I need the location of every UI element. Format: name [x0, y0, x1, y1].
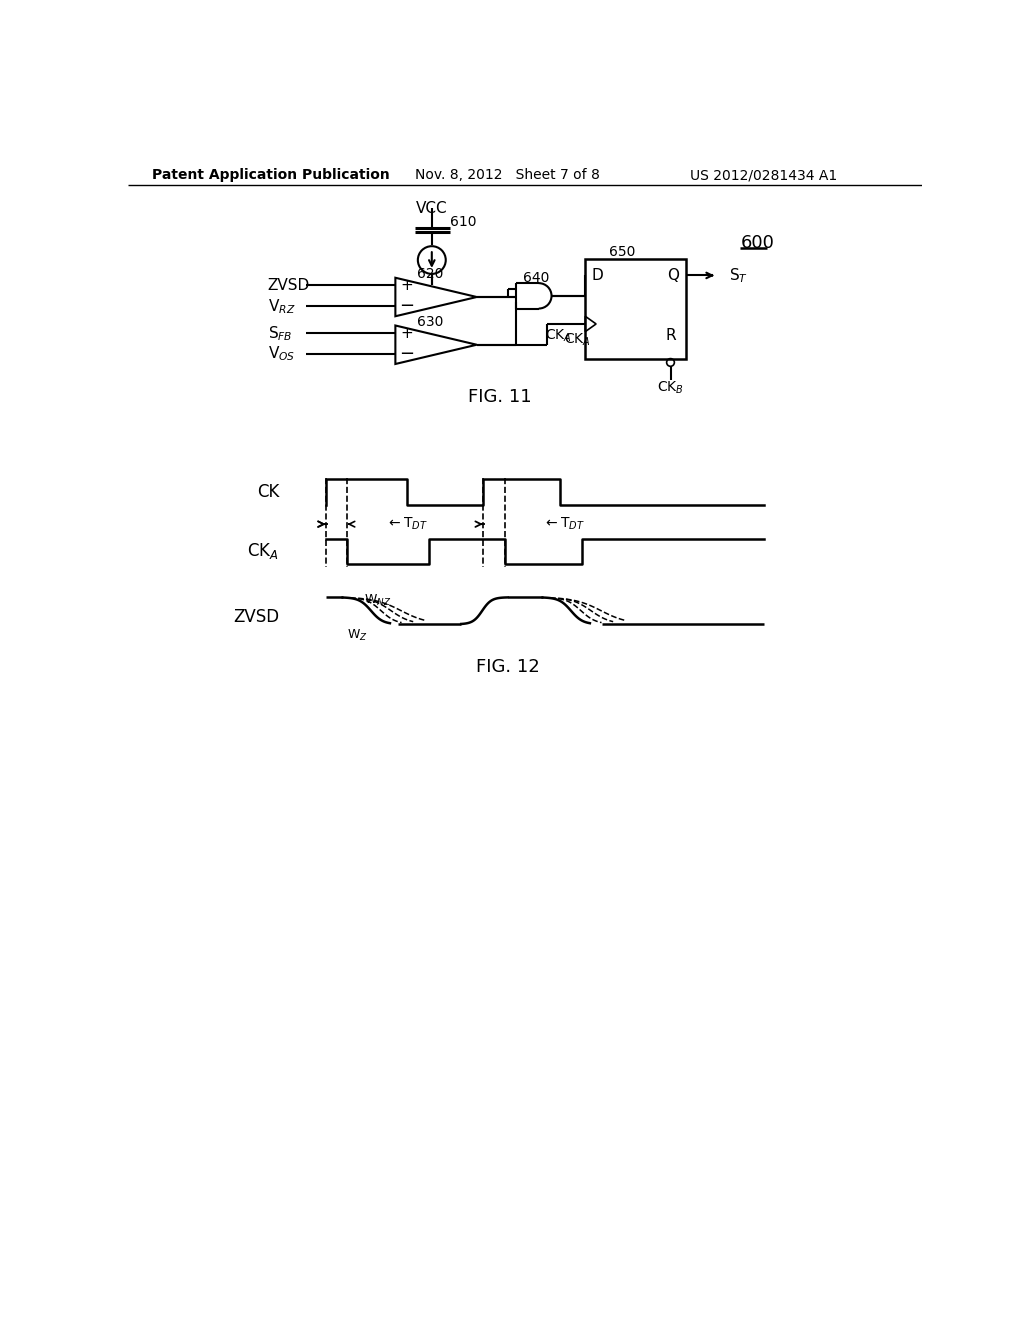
Text: D: D	[592, 268, 603, 282]
Text: CK$_B$: CK$_B$	[657, 380, 684, 396]
Text: Nov. 8, 2012   Sheet 7 of 8: Nov. 8, 2012 Sheet 7 of 8	[416, 169, 600, 182]
Text: 620: 620	[417, 267, 443, 281]
Text: $\leftarrow$T$_{DT}$: $\leftarrow$T$_{DT}$	[544, 516, 585, 532]
Text: −: −	[399, 297, 415, 315]
Text: 600: 600	[740, 234, 774, 252]
Text: +: +	[400, 279, 414, 293]
Text: V$_{OS}$: V$_{OS}$	[267, 345, 295, 363]
Text: VCC: VCC	[416, 201, 447, 216]
Text: CK$_A$: CK$_A$	[564, 331, 591, 347]
Text: 630: 630	[417, 314, 443, 329]
Text: Q: Q	[668, 268, 680, 282]
Text: FIG. 11: FIG. 11	[468, 388, 531, 407]
Text: CK: CK	[257, 483, 280, 502]
Text: S$_{FB}$: S$_{FB}$	[267, 323, 292, 343]
Text: 610: 610	[450, 215, 476, 230]
Text: CK$_A$: CK$_A$	[247, 541, 280, 561]
Text: +: +	[400, 326, 414, 341]
Text: ZVSD: ZVSD	[233, 607, 280, 626]
Text: 640: 640	[523, 271, 550, 285]
Text: Patent Application Publication: Patent Application Publication	[153, 169, 390, 182]
Text: $\leftarrow$T$_{DT}$: $\leftarrow$T$_{DT}$	[386, 516, 428, 532]
Text: ZVSD: ZVSD	[267, 279, 309, 293]
Text: −: −	[399, 345, 415, 363]
Text: S$_T$: S$_T$	[729, 267, 748, 285]
Bar	[586, 259, 686, 359]
Text: W$_Z$: W$_Z$	[346, 627, 368, 643]
Text: CK$_A$: CK$_A$	[545, 327, 571, 343]
Text: R: R	[666, 327, 676, 343]
Text: 650: 650	[608, 246, 635, 259]
Text: W$_{NZ}$: W$_{NZ}$	[365, 593, 391, 609]
Text: V$_{RZ}$: V$_{RZ}$	[267, 297, 295, 315]
Text: FIG. 12: FIG. 12	[476, 657, 540, 676]
Text: US 2012/0281434 A1: US 2012/0281434 A1	[690, 169, 838, 182]
